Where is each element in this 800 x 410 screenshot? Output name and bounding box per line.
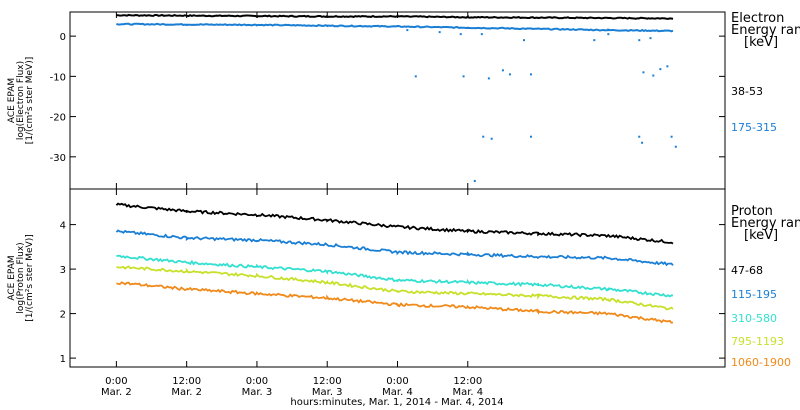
outlier-point [414, 75, 417, 78]
legend-entry: 47-68 [731, 264, 763, 277]
outlier-point [459, 33, 462, 36]
outlier-point [530, 135, 533, 138]
outlier-point [666, 65, 669, 68]
series-115-195 [115, 229, 674, 267]
outlier-point [670, 135, 673, 138]
y-axis-label-line: log(Electron Flux) [16, 61, 26, 140]
outlier-point [641, 141, 644, 144]
electron-axis: 0 -10 -20 -30 ACE EPAM log(Electron Flux) [1/(… [7, 12, 725, 189]
x-tick-date: Mar. 3 [312, 387, 343, 398]
y-axis-label-line: log(Proton Flux) [16, 242, 26, 313]
outlier-point [642, 71, 645, 74]
x-axis-label: hours:minutes, Mar. 1, 2014 - Mar. 4, 20… [290, 397, 503, 408]
outlier-point [501, 69, 504, 72]
outlier-point [523, 39, 526, 42]
x-tick-label: 0:00 [105, 376, 127, 387]
outlier-point [487, 77, 490, 80]
proton-series [115, 202, 674, 324]
proton-axis: 1 2 3 4 ACE EPAM log(Proton Flux) [1/(cm²s ste… [7, 189, 725, 367]
x-tick-label: 0:00 [246, 376, 268, 387]
y-axis-label-line: ACE EPAM [7, 255, 17, 300]
y-tick-label: 4 [60, 221, 66, 232]
outlier-point [473, 179, 476, 182]
x-tick-label: 0:00 [386, 376, 408, 387]
outlier-point [607, 33, 610, 36]
x-tick-date: Mar. 3 [242, 387, 273, 398]
outlier-point [652, 74, 655, 77]
outlier-point [482, 135, 485, 138]
outlier-point [490, 137, 493, 140]
y-tick-label: 2 [60, 310, 66, 321]
x-tick-label: 12:00 [172, 376, 201, 387]
y-axis-label: ACE EPAM log(Proton Flux) [1/(cm²s ster Me… [7, 234, 35, 321]
outlier-point [593, 39, 596, 42]
outlier-point [406, 29, 409, 32]
electron-panel: 0 -10 -20 -30 ACE EPAM log(Electron Flux) [1/(… [7, 11, 800, 190]
series-47-68 [115, 202, 674, 245]
legend-entry: 38-53 [731, 85, 763, 98]
legend-title-line: Proton [731, 204, 773, 219]
x-tick-date: Mar. 2 [101, 387, 132, 398]
series-1060-1900 [116, 281, 674, 324]
x-tick-date: Mar. 4 [382, 387, 413, 398]
x-tick-date: Mar. 2 [171, 387, 202, 398]
y-tick-label: 1 [60, 354, 66, 365]
series-795-1193 [116, 265, 674, 311]
outlier-point [649, 37, 652, 40]
legend-entry: 1060-1900 [731, 356, 791, 369]
proton-panel-frame [69, 188, 726, 368]
y-tick-label: -10 [50, 72, 66, 83]
series-310-580 [116, 254, 674, 298]
outlier-point [462, 75, 465, 78]
y-axis-label: ACE EPAM log(Electron Flux) [1/(cm²s ster … [7, 57, 35, 144]
outlier-point [638, 135, 641, 138]
y-tick-label: -30 [50, 153, 66, 164]
legend-title-line: [keV] [744, 35, 778, 50]
x-tick-label: 12:00 [453, 376, 482, 387]
proton-panel: 1 2 3 4 ACE EPAM log(Proton Flux) [1/(cm²s ste… [7, 188, 800, 369]
outlier-point [530, 73, 533, 76]
series-175-315 [116, 22, 674, 33]
y-axis-label-line: ACE EPAM [7, 78, 17, 123]
outlier-point [638, 39, 641, 42]
y-tick-label: 0 [60, 32, 66, 43]
legend-title-line: Energy ranges [731, 23, 800, 38]
legend-title-line: Electron [731, 11, 784, 26]
y-tick-label: 3 [60, 265, 66, 276]
outlier-point [674, 145, 677, 148]
y-axis-label-line: [1/(cm²s ster MeV)] [25, 57, 35, 144]
legend-title-line: [keV] [744, 228, 778, 243]
legend-entry: 115-195 [731, 288, 777, 301]
y-tick-label: -20 [50, 113, 66, 124]
legend-title-line: Energy ranges [731, 216, 800, 231]
series-38-53 [116, 13, 674, 20]
outlier-point [508, 73, 511, 76]
legend-entry: 175-315 [731, 121, 777, 134]
legend-entry: 795-1193 [731, 335, 784, 348]
outlier-point [438, 31, 441, 34]
legend-entry: 310-580 [731, 312, 777, 325]
electron-panel-frame [69, 11, 726, 190]
outlier-point [480, 33, 483, 36]
x-tick-label: 12:00 [313, 376, 342, 387]
electron-series [116, 13, 677, 182]
outlier-point [659, 68, 662, 71]
y-axis-label-line: [1/(cm²s ster MeV)] [25, 234, 35, 321]
x-tick-date: Mar. 4 [452, 387, 483, 398]
